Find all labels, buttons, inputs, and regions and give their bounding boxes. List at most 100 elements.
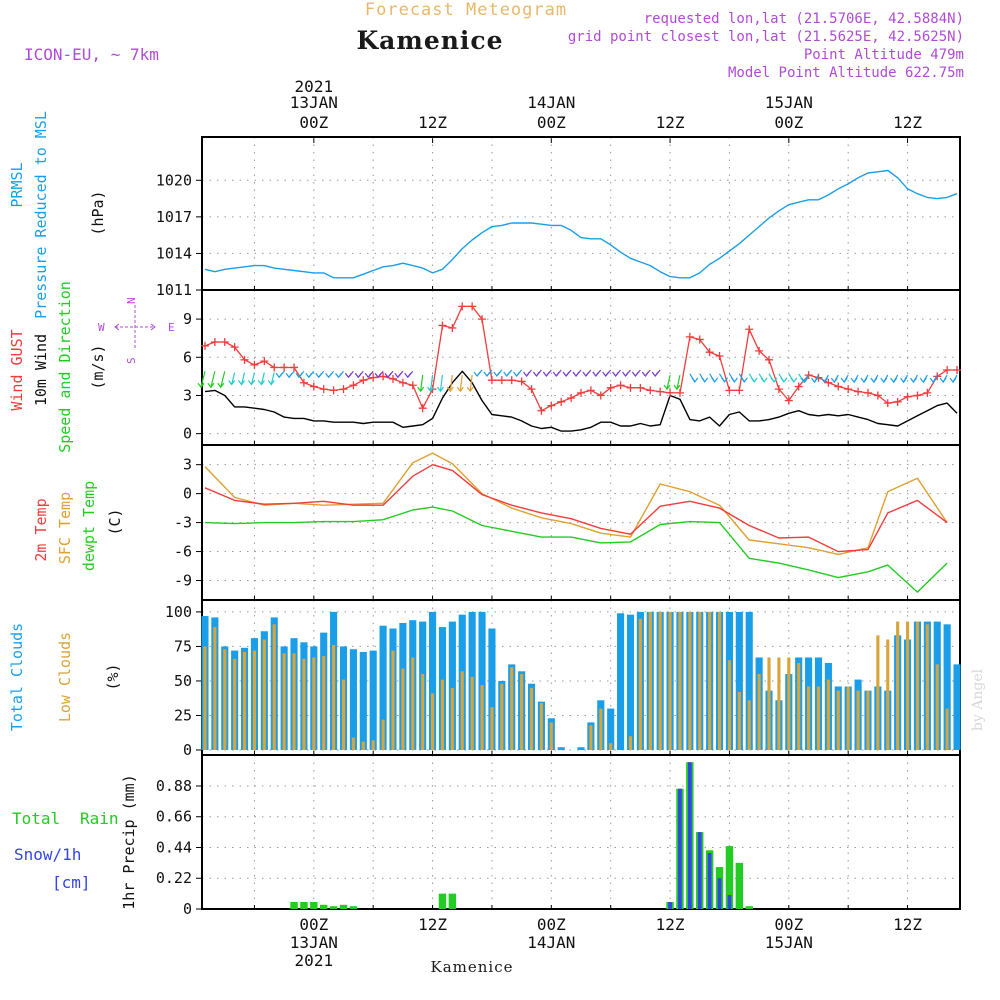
gust-marker xyxy=(458,302,467,311)
temp-sfc-label: SFC Temp xyxy=(56,492,74,564)
low-cloud-bar xyxy=(698,611,702,750)
wind-direction-arrowhead xyxy=(663,384,671,391)
low-cloud-bar xyxy=(935,664,939,750)
low-cloud-bar xyxy=(876,635,880,750)
gust-marker xyxy=(527,385,536,394)
wind-direction-arrowhead xyxy=(493,371,501,377)
total-cloud-bar xyxy=(488,628,496,750)
wind-direction-arrowhead xyxy=(840,377,848,384)
top-axis-year: 2021 xyxy=(295,77,334,96)
location-title: Kamenice xyxy=(356,26,503,55)
wind-direction-arrowhead xyxy=(641,371,649,377)
gust-marker xyxy=(814,373,823,382)
low-cloud-bar xyxy=(520,674,524,750)
wind-direction-arrowhead xyxy=(394,372,402,379)
low-cloud-bar xyxy=(440,679,445,750)
watermark: by Angel xyxy=(970,668,986,731)
wind-direction-arrow xyxy=(420,375,424,392)
low-cloud-bar xyxy=(688,611,692,750)
gust-marker xyxy=(834,382,843,391)
chart-subtitle: Forecast Meteogram xyxy=(365,0,567,20)
rain-bar xyxy=(725,846,734,909)
gust-marker xyxy=(596,391,605,400)
gust-marker xyxy=(893,397,902,406)
wind-direction-arrow xyxy=(250,372,256,385)
precip-panel: 0 0.22 0.44 0.66 0.88 xyxy=(156,754,961,918)
gust-marker xyxy=(666,388,675,397)
top-axis-date: 14JAN xyxy=(527,93,575,112)
snow-bar xyxy=(687,762,692,909)
snow-bar xyxy=(717,878,722,909)
top-axis-hour: 00Z xyxy=(299,113,328,132)
low-cloud-bar xyxy=(242,651,247,750)
gust-marker xyxy=(616,381,625,390)
total-cloud-bar xyxy=(429,611,437,750)
wind-direction-arrowhead xyxy=(404,372,412,379)
low-cloud-bar xyxy=(460,671,464,750)
gust-marker xyxy=(517,377,526,386)
gust-marker xyxy=(606,383,615,392)
temp-2m-line xyxy=(204,464,948,553)
low-cloud-bar xyxy=(302,658,306,750)
wind-direction-arrowhead xyxy=(820,377,828,384)
y-tick-label: 0.88 xyxy=(156,777,192,795)
wind-direction-arrowhead xyxy=(456,386,464,393)
gust-marker xyxy=(656,387,665,396)
low-cloud-bar xyxy=(500,683,504,750)
y-tick-label: 3 xyxy=(183,386,192,404)
pressure-panel: 1011 1014 1017 1020 xyxy=(156,136,961,299)
wind-direction-arrowhead xyxy=(562,371,570,377)
top-axis-hour: 12Z xyxy=(418,113,447,132)
wind-direction-arrowhead xyxy=(513,371,521,377)
low-cloud-bar xyxy=(351,737,355,750)
low-cloud-bar xyxy=(381,719,385,750)
gust-marker xyxy=(507,376,516,385)
wind-direction-arrowhead xyxy=(197,382,205,389)
wind-direction-arrowhead xyxy=(929,377,937,384)
snow-bar xyxy=(678,788,682,909)
pressure-line xyxy=(204,169,958,279)
y-tick-label: 0 xyxy=(183,425,192,443)
low-cloud-bar xyxy=(203,646,207,750)
y-tick-label: 6 xyxy=(183,348,192,366)
bottom-axis-date: 14JAN xyxy=(527,933,575,952)
gust-marker xyxy=(250,360,259,369)
requested-coords: requested lon,lat (21.5706E, 42.5884N) xyxy=(644,11,964,27)
gust-marker xyxy=(408,381,417,390)
wind-direction-arrowhead xyxy=(582,371,590,377)
wind-direction-arrowhead xyxy=(257,380,265,386)
y-tick-label: 50 xyxy=(174,672,192,690)
model-altitude: Model Point Altitude 622.75m xyxy=(728,65,964,81)
wind-direction-arrowhead xyxy=(949,377,957,384)
gust-marker xyxy=(586,386,595,395)
wind-direction-arrowhead xyxy=(364,372,372,379)
low-cloud-bar xyxy=(252,650,257,750)
low-cloud-bar xyxy=(609,743,613,750)
snow-bar xyxy=(668,902,672,909)
y-tick-label: 0.44 xyxy=(156,838,192,856)
gust-marker xyxy=(349,381,358,390)
low-cloud-bar xyxy=(826,679,830,750)
gust-marker xyxy=(953,366,962,374)
low-cloud-bar xyxy=(797,663,801,750)
y-tick-label: 25 xyxy=(174,706,192,724)
gust-marker xyxy=(784,396,793,405)
compass-arrowheads xyxy=(114,323,156,331)
temp-sfc-line xyxy=(204,452,948,556)
gust-marker xyxy=(745,325,754,334)
low-cloud-bar xyxy=(421,674,425,750)
low-cloud-bar xyxy=(371,740,375,750)
low-cloud-bar xyxy=(767,657,771,750)
precip-unit: 1hr Precip (mm) xyxy=(120,774,138,909)
low-cloud-bar xyxy=(490,707,494,750)
y-tick-label: 0 xyxy=(183,741,192,759)
low-cloud-bar xyxy=(747,700,751,750)
wind-direction-arrowhead xyxy=(651,371,659,377)
y-tick-label: 0 xyxy=(183,485,192,503)
gust-marker xyxy=(200,341,209,350)
low-cloud-bar xyxy=(846,686,850,750)
wind-direction-arrowhead xyxy=(750,377,758,383)
wind-direction-arrowhead xyxy=(238,380,246,386)
wind-direction-arrowhead xyxy=(572,371,580,377)
